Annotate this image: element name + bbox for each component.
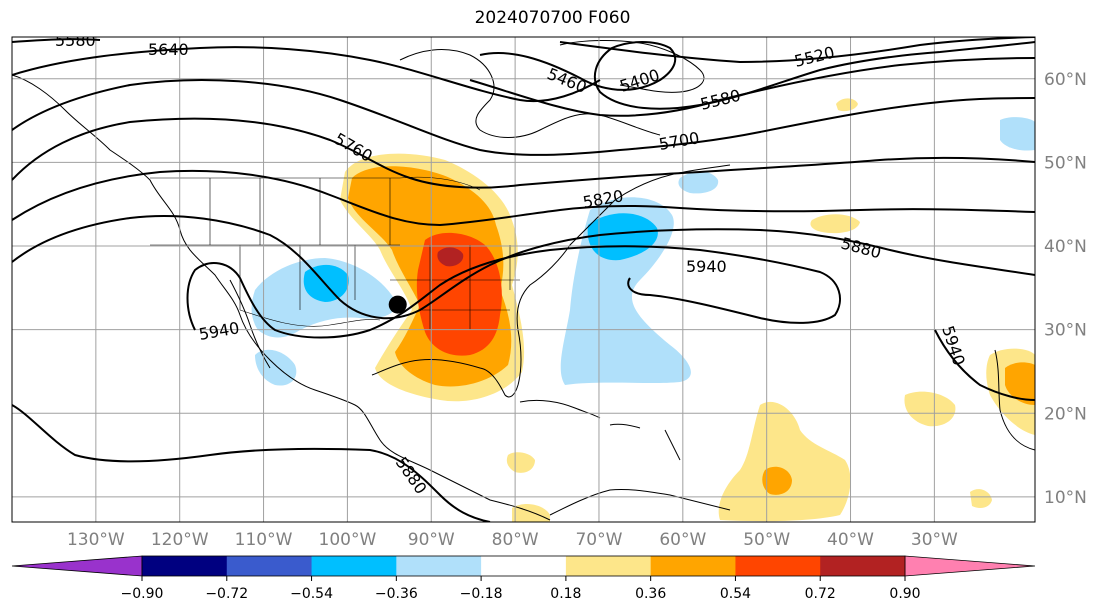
colorbar-frame [141, 555, 906, 577]
warm-anomaly-east-core [1005, 362, 1035, 405]
contour-5940 [186, 245, 841, 339]
warm-anomaly-tropical-core [762, 466, 792, 495]
colorbar-segment [820, 556, 906, 576]
latitude-label: 40°N [1044, 237, 1087, 257]
map-title: 2024070700 F060 [474, 8, 631, 28]
colorbar-segment [735, 556, 821, 576]
warm-anomaly-south-east [970, 489, 992, 508]
longitude-label: 100°W [319, 530, 377, 550]
longitude-label: 130°W [67, 530, 125, 550]
height-contours [12, 37, 1035, 522]
cool-anomaly-east-atlantic [1000, 117, 1035, 151]
colorbar-segment [142, 556, 228, 576]
warm-anomaly-tropical-atlantic [718, 401, 851, 522]
warm-anomaly-north-atlantic [836, 98, 858, 112]
longitude-label: 120°W [151, 530, 209, 550]
latitude-label: 20°N [1044, 404, 1087, 424]
contour-5940-east [934, 329, 1035, 401]
longitude-label: 90°W [408, 530, 455, 550]
cool-anomaly-plains-med [303, 264, 349, 302]
contour-5520 [559, 37, 1035, 64]
colorbar-tick-label: −0.36 [375, 586, 418, 602]
latitude-label: 30°N [1044, 321, 1087, 341]
colorbar-segment [565, 556, 652, 576]
cool-anomaly-baja [255, 349, 297, 386]
colorbar-tick-label: −0.90 [121, 586, 164, 602]
gridlines [12, 37, 1035, 522]
warm-anomaly-mid-atlantic [810, 214, 860, 234]
cool-anomaly-newfoundland [678, 171, 719, 194]
warm-anomaly-peak [437, 247, 464, 267]
colorbar-tick-label: 0.36 [635, 586, 666, 602]
colorbar-extend-low [11, 555, 143, 577]
contour-5700 [12, 79, 1035, 156]
contour-5820 [12, 169, 1035, 227]
warm-anomaly-azores [904, 391, 956, 427]
colorbar-tick-label: 0.18 [550, 586, 581, 602]
colorbar-tick-label: 0.54 [720, 586, 751, 602]
contour-5880 [12, 215, 1035, 320]
warm-anomaly-caribbean [506, 452, 535, 473]
cool-anomaly-atlantic-med [587, 213, 658, 261]
colorbar: −0.90 −0.72 −0.54 −0.36 −0.18 0.18 0.36 0.54 0.7… [11, 555, 1036, 602]
location-marker [388, 295, 407, 314]
contour-5460 [479, 41, 1035, 110]
contour-label: 5640 [148, 40, 189, 59]
colorbar-extend-high [904, 555, 1036, 577]
colorbar-tick-label: −0.54 [290, 586, 333, 602]
contour-5640 [12, 46, 601, 102]
contour-label: 5940 [686, 257, 727, 276]
longitude-label: 40°W [827, 530, 874, 550]
contour-5580-north [469, 57, 1035, 117]
warm-anomaly-strong [416, 232, 502, 356]
colorbar-segment [650, 556, 736, 576]
longitude-label: 110°W [235, 530, 293, 550]
longitude-label: 50°W [743, 530, 790, 550]
latitude-label: 60°N [1044, 70, 1087, 90]
longitude-label: 30°W [911, 530, 958, 550]
colorbar-tick-label: −0.72 [205, 586, 248, 602]
colorbar-segment [396, 556, 482, 576]
colorbar-segment [311, 556, 397, 576]
colorbar-segment [481, 556, 567, 576]
colorbar-segment [226, 556, 313, 576]
latitude-label: 50°N [1044, 153, 1087, 173]
longitude-label: 60°W [659, 530, 706, 550]
longitude-labels: 130°W 120°W 110°W 100°W 90°W 80°W 70°W 60°W 50°W… [67, 530, 958, 550]
longitude-label: 80°W [492, 530, 539, 550]
map-frame [11, 36, 1036, 523]
contour-5760 [12, 117, 1035, 189]
latitude-label: 10°N [1044, 488, 1087, 508]
longitude-label: 70°W [575, 530, 622, 550]
contour-label: 5580 [55, 31, 96, 50]
contour-5580-west [12, 38, 101, 43]
contour-5880-south [12, 404, 491, 522]
colorbar-tick-label: 0.72 [805, 586, 836, 602]
latitude-labels: 60°N 50°N 40°N 30°N 20°N 10°N [1044, 70, 1087, 508]
colorbar-tick-label: −0.18 [460, 586, 503, 602]
colorbar-tick-label: 0.90 [889, 586, 920, 602]
